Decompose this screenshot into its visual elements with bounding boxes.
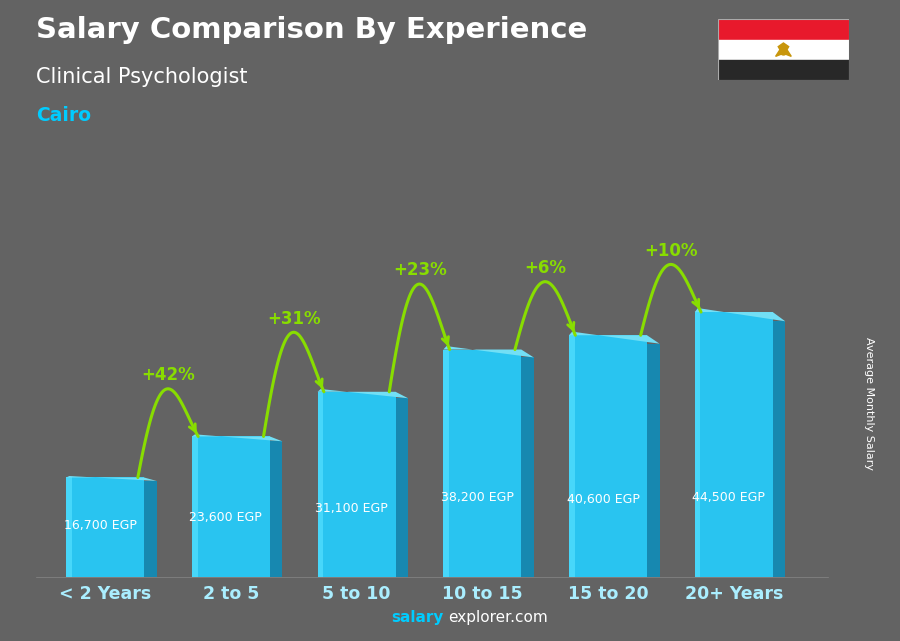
Bar <box>67 478 72 577</box>
Bar <box>67 478 144 577</box>
Text: +23%: +23% <box>393 262 446 279</box>
Bar <box>695 312 700 577</box>
Polygon shape <box>695 308 786 321</box>
Polygon shape <box>318 389 408 398</box>
Polygon shape <box>776 43 791 56</box>
Text: salary: salary <box>392 610 444 625</box>
Polygon shape <box>395 398 408 577</box>
Bar <box>569 335 575 577</box>
Bar <box>718 60 849 80</box>
Bar <box>318 392 323 577</box>
Text: explorer.com: explorer.com <box>448 610 548 625</box>
Text: +31%: +31% <box>267 310 321 328</box>
Text: Average Monthly Salary: Average Monthly Salary <box>863 337 874 470</box>
Polygon shape <box>192 435 283 442</box>
Text: 16,700 EGP: 16,700 EGP <box>64 519 137 532</box>
Bar <box>318 392 395 577</box>
Bar <box>569 335 647 577</box>
Polygon shape <box>67 476 157 481</box>
Text: Salary Comparison By Experience: Salary Comparison By Experience <box>36 16 587 44</box>
Polygon shape <box>773 321 786 577</box>
Bar <box>444 349 449 577</box>
Text: 31,100 EGP: 31,100 EGP <box>315 502 388 515</box>
Text: 38,200 EGP: 38,200 EGP <box>441 491 514 504</box>
Bar <box>192 437 197 577</box>
Text: Clinical Psychologist: Clinical Psychologist <box>36 67 248 87</box>
Text: +10%: +10% <box>644 242 698 260</box>
Bar <box>695 312 773 577</box>
Text: 40,600 EGP: 40,600 EGP <box>566 493 639 506</box>
Polygon shape <box>270 442 283 577</box>
Polygon shape <box>569 331 660 344</box>
Text: 23,600 EGP: 23,600 EGP <box>190 512 262 524</box>
Polygon shape <box>521 358 534 577</box>
Text: 44,500 EGP: 44,500 EGP <box>692 491 765 504</box>
Bar <box>192 437 270 577</box>
Bar <box>718 40 849 60</box>
Polygon shape <box>444 346 534 358</box>
Text: +6%: +6% <box>525 259 567 277</box>
Text: Cairo: Cairo <box>36 106 91 125</box>
Polygon shape <box>647 344 660 577</box>
Bar <box>718 19 849 40</box>
Text: +42%: +42% <box>141 366 195 384</box>
Bar <box>444 349 521 577</box>
Polygon shape <box>144 481 157 577</box>
